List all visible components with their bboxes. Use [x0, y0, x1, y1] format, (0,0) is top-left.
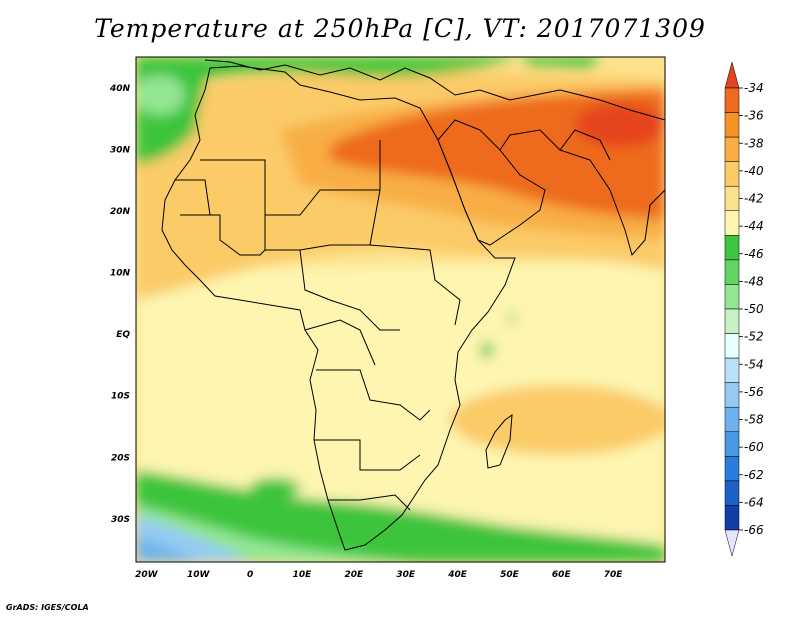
- colorbar-label: -36: [744, 109, 764, 123]
- eurasia-coast: [204, 59, 665, 121]
- x-axis-ticks: 20W 10W 0 10E 20E 30E 40E 50E 60E 70E: [135, 570, 623, 580]
- x-tick-label: 20E: [344, 570, 364, 580]
- field-south-indian-warm: [450, 385, 665, 455]
- colorbar-box: [724, 431, 740, 457]
- colorbar-label: -38: [744, 136, 764, 150]
- colorbar-box: [724, 210, 740, 236]
- x-tick-label: 70E: [604, 570, 624, 580]
- field-med-green: [200, 57, 520, 80]
- colorbar-label: -34: [744, 81, 764, 95]
- x-tick-label: 30E: [396, 570, 416, 580]
- colorbar-bottom-triangle: [724, 529, 740, 557]
- border-4: [299, 249, 400, 331]
- colorbar-label: -66: [744, 523, 764, 537]
- x-tick-label: 60E: [552, 570, 572, 580]
- border-8: [304, 319, 376, 366]
- map-title: Temperature at 250hPa [C], VT: 201707130…: [94, 14, 706, 43]
- colorbar-label: -64: [744, 495, 764, 509]
- colorbar-label: -44: [744, 219, 764, 233]
- border-5: [316, 369, 431, 421]
- colorbar-box: [724, 480, 740, 506]
- border-11: [499, 129, 611, 161]
- y-tick-label: 10N: [110, 269, 131, 279]
- border-2: [264, 189, 381, 251]
- colorbar-label: -62: [744, 468, 764, 482]
- y-axis-ticks: 40N 30N 20N 10N EQ 10S 20S 30S: [109, 84, 131, 525]
- colorbar-label: -56: [744, 385, 764, 399]
- colorbar-box: [724, 161, 740, 187]
- colorbar-label: -46: [744, 247, 764, 261]
- credit-label: GrADS: IGES/COLA: [6, 603, 89, 612]
- y-tick-label: 30S: [111, 515, 130, 525]
- field-hotspot: [575, 103, 665, 147]
- border-9: [180, 214, 266, 256]
- arabia-coast: [437, 119, 546, 246]
- x-tick-label: 50E: [500, 570, 520, 580]
- field-green-patch-3: [250, 478, 300, 498]
- border-6: [314, 439, 421, 471]
- border-7: [328, 494, 411, 511]
- temperature-field: [136, 57, 665, 562]
- colorbar-box: [724, 505, 740, 531]
- colorbar-box: [724, 456, 740, 482]
- field-nw-lightgreen: [136, 75, 185, 115]
- colorbar-box: [724, 382, 740, 408]
- x-tick-label: 20W: [135, 570, 159, 580]
- y-tick-label: 20S: [111, 453, 130, 463]
- field-sw-darkblue: [136, 535, 200, 562]
- colorbar: -34 -36 -38 -40 -42 -44 -46 -48 -50 -52 -54 -56 -58 -…: [724, 61, 764, 557]
- colorbar-box: [724, 259, 740, 285]
- x-tick-label: 40E: [447, 570, 468, 580]
- colorbar-label: -58: [744, 413, 764, 427]
- colorbar-box: [724, 284, 740, 310]
- colorbar-box: [724, 136, 740, 162]
- y-tick-label: 30N: [110, 145, 131, 155]
- x-tick-label: 10E: [293, 570, 313, 580]
- x-tick-label: 0: [247, 570, 253, 580]
- colorbar-label: -52: [744, 330, 764, 344]
- border-3: [369, 244, 461, 326]
- madagascar-coast: [485, 413, 513, 469]
- border-10: [175, 179, 211, 216]
- colorbar-label: -48: [744, 274, 764, 288]
- colorbar-top-triangle: [724, 61, 740, 89]
- colorbar-box: [724, 333, 740, 359]
- coastlines: [161, 59, 665, 551]
- colorbar-label: -60: [744, 440, 764, 454]
- y-tick-label: 20N: [110, 207, 131, 217]
- field-green-patch-2: [508, 314, 516, 322]
- colorbar-box: [724, 185, 740, 212]
- colorbar-label: -54: [744, 357, 764, 371]
- y-tick-label: EQ: [116, 330, 130, 340]
- y-tick-label: 10S: [111, 392, 130, 402]
- colorbar-label: -40: [744, 164, 764, 178]
- map-border: [135, 56, 666, 563]
- field-green-patch-1: [481, 342, 493, 358]
- colorbar-box: [724, 87, 740, 113]
- x-tick-label: 10W: [187, 570, 211, 580]
- colorbar-box: [724, 308, 740, 334]
- india-coast: [559, 149, 665, 257]
- colorbar-box: [724, 235, 740, 261]
- colorbar-label: -42: [744, 192, 764, 206]
- colorbar-box: [724, 406, 740, 433]
- y-tick-label: 40N: [109, 84, 131, 94]
- colorbar-label: -50: [744, 302, 764, 316]
- field-ne-green: [520, 57, 600, 68]
- colorbar-box: [724, 112, 740, 138]
- colorbar-box: [724, 357, 740, 383]
